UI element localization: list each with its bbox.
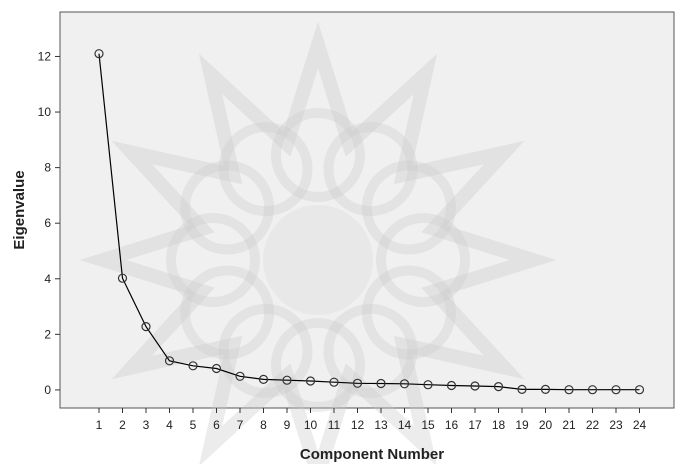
x-tick-label: 24 xyxy=(633,418,647,432)
x-tick-label: 17 xyxy=(468,418,482,432)
plot-area xyxy=(59,11,675,409)
x-tick-label: 9 xyxy=(284,418,291,432)
data-point xyxy=(493,382,504,392)
data-point xyxy=(540,384,551,394)
x-tick-label: 5 xyxy=(190,418,197,432)
data-point xyxy=(352,378,363,388)
y-tick-label: 8 xyxy=(44,161,51,175)
x-tick-label: 4 xyxy=(166,418,173,432)
data-point xyxy=(634,385,645,395)
data-point xyxy=(258,374,269,384)
x-tick-label: 23 xyxy=(609,418,623,432)
data-point xyxy=(423,380,433,390)
x-tick-label: 21 xyxy=(562,418,576,432)
x-tick-label: 20 xyxy=(539,418,553,432)
watermark-center xyxy=(263,205,373,315)
data-point xyxy=(94,49,104,59)
x-tick-label: 19 xyxy=(515,418,529,432)
x-tick-label: 7 xyxy=(237,418,244,432)
watermark-petal xyxy=(180,265,275,360)
watermark-petal xyxy=(361,265,456,360)
data-point xyxy=(188,361,198,371)
x-tick-label: 6 xyxy=(213,418,220,432)
data-point xyxy=(517,384,527,394)
watermark-petal xyxy=(323,122,418,217)
watermark-petal xyxy=(271,318,365,412)
data-point xyxy=(305,376,316,386)
watermark-petal xyxy=(323,303,418,398)
x-tick-label: 8 xyxy=(260,418,267,432)
watermark-star xyxy=(79,21,557,464)
y-tick-label: 12 xyxy=(38,49,52,63)
data-point xyxy=(211,363,222,374)
y-tick-label: 0 xyxy=(44,383,51,397)
data-point xyxy=(470,381,480,391)
x-tick-label: 3 xyxy=(143,418,150,432)
data-point xyxy=(376,378,386,389)
x-tick-label: 15 xyxy=(421,418,435,432)
x-tick-label: 22 xyxy=(586,418,600,432)
watermark-petal xyxy=(376,213,470,307)
data-point xyxy=(235,371,245,381)
x-tick-label: 16 xyxy=(445,418,459,432)
data-point xyxy=(564,385,574,395)
data-point xyxy=(587,385,598,395)
watermark-petal xyxy=(166,213,260,307)
x-tick-label: 10 xyxy=(304,418,318,432)
x-tick-label: 1 xyxy=(96,418,103,432)
watermark-petal xyxy=(218,122,313,217)
x-tick-label: 13 xyxy=(374,418,388,432)
x-tick-label: 2 xyxy=(119,418,126,432)
x-axis-title: Component Number xyxy=(300,446,444,463)
data-point xyxy=(329,377,339,387)
data-point xyxy=(164,356,175,366)
data-point xyxy=(117,273,128,283)
x-tick-label: 14 xyxy=(398,418,412,432)
data-point xyxy=(399,379,410,389)
y-tick-label: 10 xyxy=(38,105,52,119)
watermark-petal xyxy=(218,303,313,398)
data-point xyxy=(141,322,151,332)
x-tick-label: 11 xyxy=(328,418,341,432)
data-point xyxy=(611,385,621,395)
watermark-petal xyxy=(180,160,275,255)
x-tick-label: 12 xyxy=(351,418,365,432)
x-tick-label: 18 xyxy=(492,418,506,432)
y-tick-label: 2 xyxy=(44,327,51,341)
watermark-petal xyxy=(271,108,365,202)
y-axis-title: Eigenvalue xyxy=(11,170,28,249)
watermark-petal xyxy=(361,160,456,255)
data-point xyxy=(282,375,292,385)
watermark-ornament xyxy=(79,21,557,464)
y-tick-label: 6 xyxy=(44,216,51,230)
data-point xyxy=(446,380,457,391)
y-tick-label: 4 xyxy=(44,272,51,286)
series-layer xyxy=(94,49,645,395)
